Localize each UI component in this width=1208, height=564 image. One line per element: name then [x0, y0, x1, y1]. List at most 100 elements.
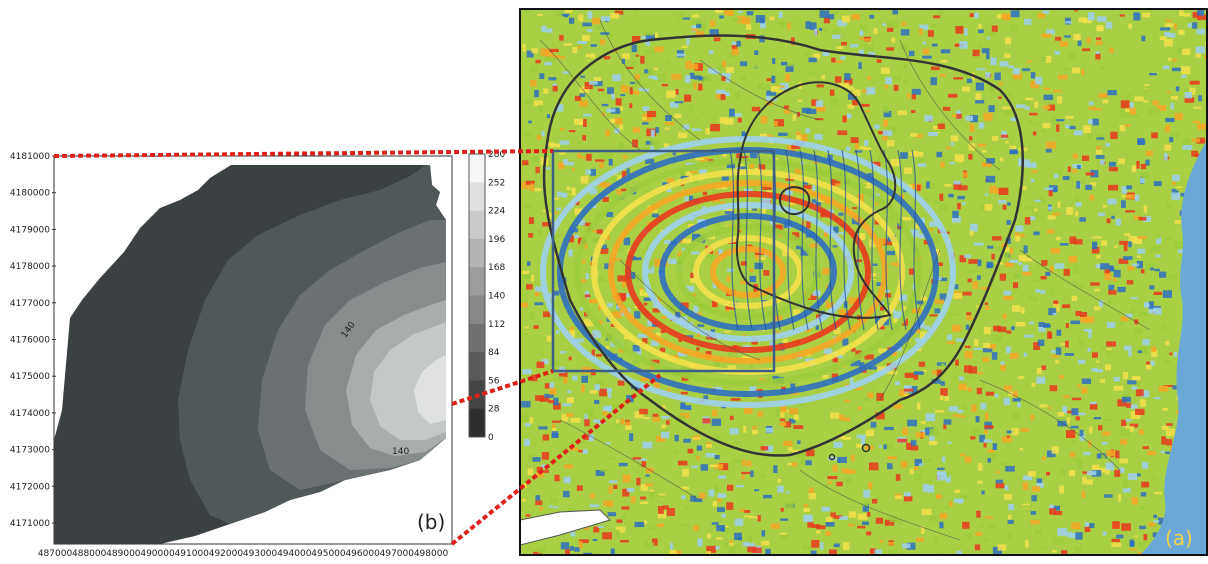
fringe-ring	[608, 180, 888, 364]
noise-speck	[866, 531, 872, 536]
noise-speck	[561, 413, 569, 422]
noise-speck	[979, 434, 986, 443]
noise-speck	[903, 79, 907, 83]
noise-speck	[948, 193, 954, 198]
noise-speck	[529, 311, 535, 320]
noise-speck	[657, 511, 666, 519]
noise-speck	[957, 195, 965, 200]
noise-speck	[691, 128, 702, 131]
noise-speck	[1182, 145, 1193, 150]
noise-speck	[626, 488, 635, 492]
noise-speck	[1038, 325, 1046, 332]
noise-speck	[1043, 87, 1051, 91]
noise-speck	[590, 168, 596, 176]
noise-speck	[775, 408, 783, 417]
noise-speck	[640, 484, 649, 491]
noise-speck	[848, 86, 855, 90]
noise-speck	[1042, 123, 1051, 129]
noise-speck	[1011, 326, 1015, 331]
noise-speck	[1135, 408, 1145, 415]
noise-speck	[574, 208, 583, 216]
noise-speck	[1089, 194, 1095, 201]
noise-speck	[819, 10, 830, 18]
noise-speck	[765, 445, 773, 452]
noise-speck	[789, 183, 796, 186]
noise-speck	[575, 201, 580, 206]
noise-speck	[590, 58, 596, 61]
noise-speck	[590, 44, 597, 47]
colorbar-swatch	[469, 238, 485, 268]
noise-speck	[1034, 199, 1041, 202]
noise-speck	[581, 384, 585, 393]
noise-speck	[1196, 137, 1205, 144]
noise-speck	[788, 201, 796, 205]
noise-speck	[1021, 185, 1027, 190]
noise-speck	[555, 9, 563, 17]
noise-speck	[1172, 67, 1181, 72]
noise-speck	[693, 525, 699, 531]
noise-speck	[546, 114, 551, 119]
y-tick-label: 4174000	[10, 409, 50, 419]
noise-speck	[1137, 248, 1145, 254]
noise-speck	[562, 289, 570, 293]
noise-speck	[763, 270, 770, 276]
noise-speck	[551, 427, 557, 433]
noise-speck	[578, 14, 584, 22]
noise-speck	[1120, 428, 1130, 436]
noise-speck	[1105, 469, 1110, 475]
noise-speck	[728, 351, 738, 359]
noise-speck	[632, 360, 640, 365]
noise-speck	[1004, 262, 1014, 268]
noise-speck	[981, 162, 992, 167]
noise-speck	[552, 420, 561, 423]
noise-speck	[1055, 359, 1060, 364]
noise-speck	[523, 133, 532, 137]
noise-speck	[740, 61, 748, 67]
noise-speck	[537, 228, 542, 236]
colorbar-tick-label: 112	[488, 320, 505, 330]
noise-speck	[827, 476, 838, 480]
noise-speck	[1031, 279, 1038, 282]
noise-speck	[895, 381, 900, 386]
noise-speck	[1134, 194, 1140, 202]
noise-speck	[829, 98, 839, 106]
noise-speck	[1131, 497, 1138, 505]
noise-speck	[1010, 117, 1019, 121]
noise-speck	[1008, 504, 1015, 511]
noise-speck	[1129, 423, 1139, 428]
noise-speck	[887, 463, 893, 470]
noise-speck	[966, 78, 973, 83]
noise-speck	[537, 547, 546, 554]
noise-speck	[866, 87, 876, 95]
noise-speck	[1005, 37, 1012, 45]
colorbar-swatch	[469, 267, 485, 296]
noise-speck	[692, 437, 701, 440]
noise-speck	[1047, 331, 1052, 339]
noise-speck	[608, 159, 613, 166]
noise-speck	[1165, 439, 1173, 446]
noise-speck	[1164, 23, 1174, 27]
noise-speck	[660, 330, 666, 334]
noise-speck	[562, 403, 572, 407]
noise-speck	[622, 474, 631, 483]
noise-speck	[1022, 482, 1029, 491]
noise-speck	[782, 249, 789, 257]
noise-speck	[601, 103, 609, 107]
noise-speck	[619, 124, 624, 130]
noise-speck	[617, 275, 626, 282]
noise-speck	[698, 83, 703, 91]
noise-speck	[574, 547, 580, 552]
noise-speck	[1012, 413, 1021, 422]
noise-speck	[918, 361, 926, 367]
noise-speck	[816, 84, 824, 88]
noise-speck	[726, 161, 736, 168]
noise-speck	[533, 551, 542, 555]
noise-speck	[690, 495, 697, 502]
noise-speck	[852, 100, 858, 106]
noise-speck	[667, 60, 671, 65]
noise-speck	[848, 523, 855, 527]
noise-speck	[919, 24, 929, 30]
noise-speck	[717, 64, 723, 71]
noise-speck	[631, 44, 637, 53]
noise-speck	[837, 19, 847, 27]
